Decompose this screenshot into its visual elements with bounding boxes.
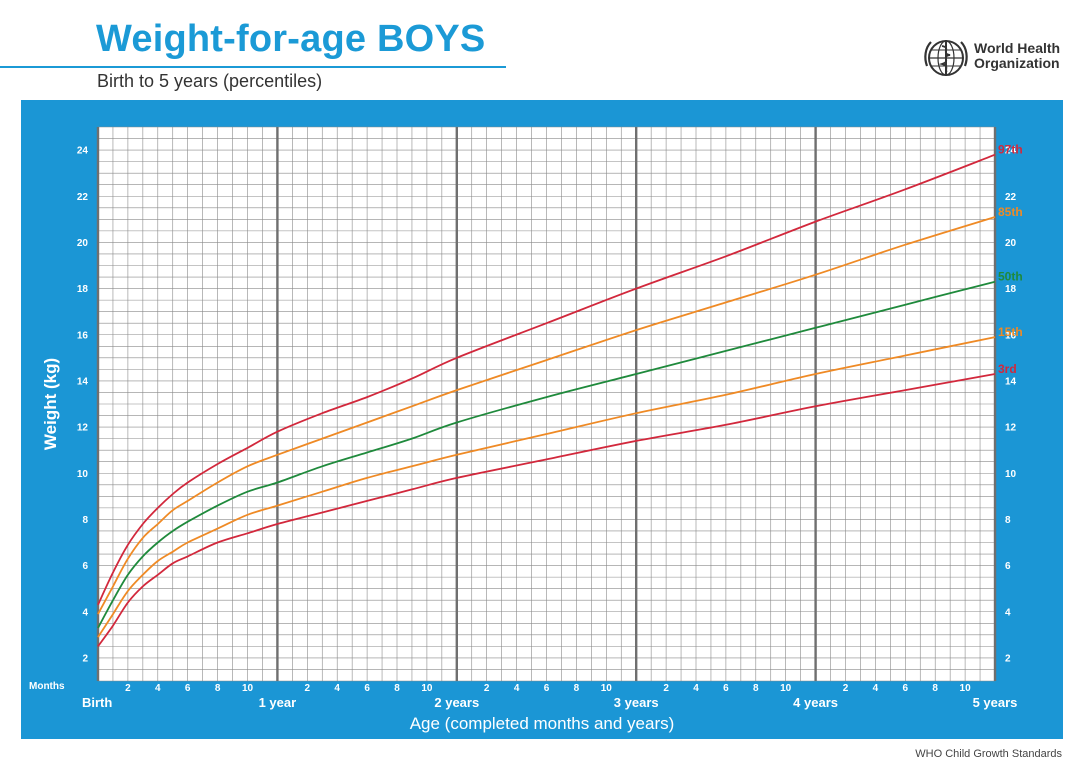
y-tick-label-left: 22 <box>77 192 89 203</box>
percentile-line-15th <box>97 336 996 638</box>
y-tick-label-left: 18 <box>77 284 89 295</box>
year-label: 1 year <box>259 695 297 710</box>
month-tick-label: 4 <box>873 683 879 694</box>
year-label: 5 years <box>973 695 1018 710</box>
y-tick-label-right: 18 <box>1005 284 1017 295</box>
series-label-3rd: 3rd <box>998 362 1017 376</box>
y-tick-label-right: 24 <box>1005 146 1017 157</box>
month-tick-label: 8 <box>215 683 221 694</box>
month-tick-label: 8 <box>394 683 400 694</box>
month-tick-label: 10 <box>242 683 254 694</box>
month-tick-label: 10 <box>960 683 972 694</box>
y-tick-label-left: 20 <box>77 238 89 249</box>
y-tick-label-right: 14 <box>1005 376 1017 387</box>
series-label-97th: 97th <box>998 143 1023 157</box>
series-label-15th: 15th <box>998 325 1023 339</box>
percentile-line-50th <box>97 280 996 629</box>
chart-subtitle: Birth to 5 years (percentiles) <box>97 71 323 91</box>
y-tick-label-left: 4 <box>82 607 88 618</box>
y-tick-label-left: 2 <box>82 653 88 664</box>
who-logo: World Health Organization <box>922 36 1072 80</box>
month-tick-label: 2 <box>125 683 131 694</box>
month-tick-label: 6 <box>723 683 729 694</box>
logo-line-2: Organization <box>974 55 1060 71</box>
chart-panel: 2 2 4 4 6 6 8 8 10 10 12 12 14 14 16 16 18 18 20 20 22 22 24 24… <box>21 100 1063 739</box>
who-emblem-icon <box>924 40 968 76</box>
y-tick-label-right: 10 <box>1005 469 1017 480</box>
month-tick-label: 10 <box>421 683 433 694</box>
percentile-line-85th <box>97 216 996 615</box>
month-tick-label: 10 <box>601 683 613 694</box>
y-tick-label-right: 20 <box>1005 238 1017 249</box>
y-tick-label-left: 8 <box>82 515 88 526</box>
month-tick-label: 2 <box>484 683 490 694</box>
month-tick-label: 6 <box>903 683 909 694</box>
chart-title: Weight-for-age BOYS <box>96 18 486 60</box>
y-tick-label-right: 2 <box>1005 653 1011 664</box>
y-tick-label-right: 8 <box>1005 515 1011 526</box>
logo-line-1: World Health <box>974 40 1061 56</box>
x-unit-label: Months <box>29 681 65 692</box>
month-tick-label: 8 <box>574 683 580 694</box>
y-tick-label-left: 12 <box>77 423 89 434</box>
month-tick-label: 2 <box>843 683 849 694</box>
y-tick-label-left: 14 <box>77 376 89 387</box>
series-label-85th: 85th <box>998 205 1023 219</box>
percentile-line-97th <box>97 153 996 606</box>
y-tick-label-right: 16 <box>1005 330 1017 341</box>
y-tick-label-left: 16 <box>77 330 89 341</box>
year-label: 3 years <box>614 695 659 710</box>
month-tick-label: 6 <box>544 683 550 694</box>
year-label: 2 years <box>434 695 479 710</box>
month-tick-label: 2 <box>305 683 311 694</box>
percentile-line-3rd <box>97 373 996 647</box>
month-tick-label: 6 <box>364 683 370 694</box>
month-tick-label: 8 <box>753 683 759 694</box>
month-tick-label: 4 <box>155 683 161 694</box>
y-tick-label-left: 10 <box>77 469 89 480</box>
year-label: 4 years <box>793 695 838 710</box>
y-tick-label-right: 4 <box>1005 607 1011 618</box>
footer-text: WHO Child Growth Standards <box>915 748 1062 760</box>
y-axis-title: Weight (kg) <box>41 358 60 450</box>
y-tick-label-left: 24 <box>77 146 89 157</box>
y-tick-label-right: 6 <box>1005 561 1011 572</box>
x-axis-title: Age (completed months and years) <box>410 714 675 733</box>
month-tick-label: 4 <box>514 683 520 694</box>
month-tick-label: 4 <box>334 683 340 694</box>
month-tick-label: 10 <box>780 683 792 694</box>
month-tick-label: 6 <box>185 683 191 694</box>
y-tick-label-left: 6 <box>82 561 88 572</box>
title-underline <box>0 66 506 68</box>
month-tick-label: 8 <box>932 683 938 694</box>
y-tick-label-right: 12 <box>1005 423 1017 434</box>
series-label-50th: 50th <box>998 270 1023 284</box>
month-tick-label: 4 <box>693 683 699 694</box>
year-label: Birth <box>82 695 112 710</box>
y-tick-label-right: 22 <box>1005 192 1017 203</box>
month-tick-label: 2 <box>663 683 669 694</box>
